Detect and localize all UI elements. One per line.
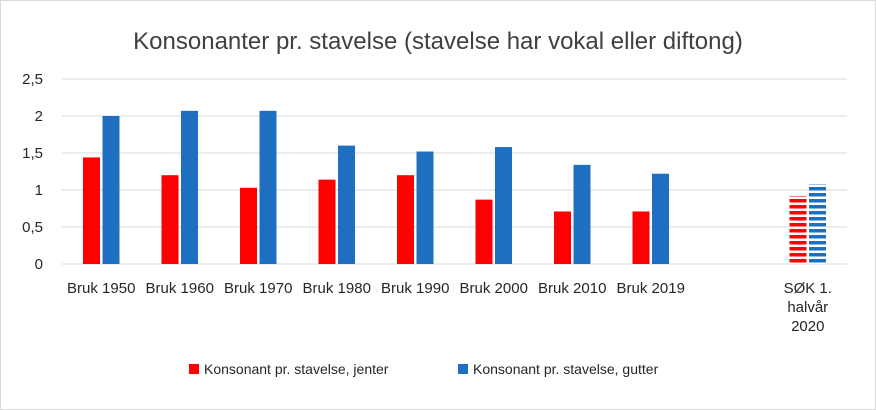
- x-tick-label: Bruk 1980: [303, 280, 371, 297]
- legend: Konsonant pr. stavelse, jenter Konsonant …: [189, 361, 659, 377]
- bar-jenter: [789, 195, 807, 264]
- bar-jenter: [554, 211, 571, 264]
- y-tick-label: 1,5: [22, 145, 43, 162]
- x-tick-label: Bruk 1960: [146, 280, 214, 297]
- y-tick-label: 1: [35, 182, 43, 199]
- y-tick-label: 2: [35, 108, 43, 125]
- bar-jenter: [161, 175, 179, 264]
- x-tick-label: Bruk 1990: [381, 280, 449, 297]
- legend-swatch-jenter: [189, 364, 199, 374]
- x-tick-labels: Bruk 1950 Bruk 1960 Bruk 1970 Bruk 1980 Bruk…: [67, 280, 832, 335]
- bar-gutter: [573, 164, 591, 264]
- bar-gutter: [416, 151, 434, 264]
- bar-gutter: [181, 110, 198, 264]
- x-tick-label: SØK 1. halvår 2020: [784, 280, 832, 335]
- x-tick-label: Bruk 1970: [224, 280, 292, 297]
- y-tick-label: 0,5: [22, 219, 43, 236]
- grid-layer: [62, 78, 847, 265]
- bar-jenter: [397, 175, 414, 264]
- bar-jenter: [475, 199, 493, 264]
- bar-gutter: [259, 110, 277, 264]
- legend-swatch-gutter: [458, 364, 468, 374]
- legend-label-gutter: Konsonant pr. stavelse, gutter: [473, 361, 659, 377]
- bar-jenter: [240, 187, 257, 264]
- bar-jenter: [83, 157, 100, 264]
- bar-gutter: [652, 173, 669, 264]
- bar-gutter: [102, 116, 120, 264]
- bar-gutter: [338, 145, 355, 264]
- bar-gutter: [495, 147, 512, 264]
- bar-jenter: [318, 179, 336, 264]
- x-tick-label: Bruk 2010: [538, 280, 606, 297]
- legend-label-jenter: Konsonant pr. stavelse, jenter: [204, 361, 389, 377]
- bar-jenter: [632, 211, 650, 264]
- bars-layer: [83, 110, 826, 264]
- x-tick-label: Bruk 1950: [67, 280, 135, 297]
- chart-title: Konsonanter pr. stavelse (stavelse har v…: [133, 28, 743, 55]
- y-tick-labels: 0 0,5 1 1,5 2 2,5: [22, 71, 43, 273]
- bar-gutter: [809, 184, 826, 264]
- x-tick-label: Bruk 2019: [617, 280, 685, 297]
- y-tick-label: 2,5: [22, 71, 43, 88]
- x-tick-label: Bruk 2000: [460, 280, 528, 297]
- y-tick-label: 0: [35, 256, 43, 273]
